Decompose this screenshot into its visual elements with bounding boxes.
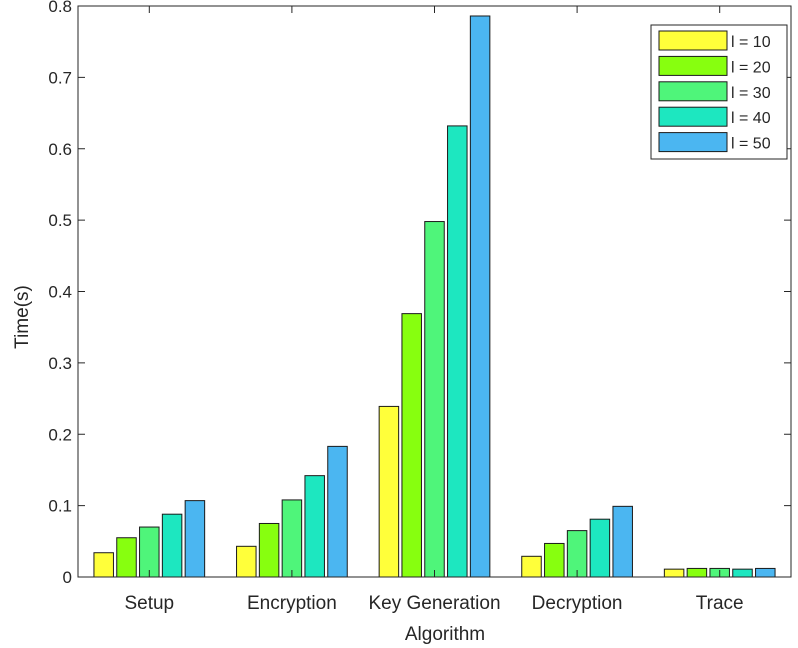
bar-key-generation-3: [424, 221, 445, 578]
bar-setup-1: [93, 552, 114, 578]
legend-label-3: l = 30: [731, 85, 771, 102]
bar-setup-2: [116, 537, 137, 578]
bar-key-generation-1: [378, 405, 400, 578]
x-tick-label: Encryption: [247, 593, 337, 614]
bar-setup-4: [161, 513, 183, 578]
bar-trace-5: [755, 567, 776, 578]
y-tick-label: 0.1: [48, 497, 72, 516]
bar-decryption-5: [612, 505, 633, 578]
legend-swatch-4: [658, 106, 728, 127]
y-tick-label: 0.8: [48, 0, 72, 16]
x-tick-label: Key Generation: [368, 593, 500, 614]
bar-setup-3: [139, 526, 160, 578]
bar-encryption-5: [327, 445, 348, 578]
y-tick-label: 0.5: [48, 211, 72, 230]
bar-decryption-4: [589, 518, 611, 578]
axes-layer: 0 0.1 0.2 0.3 0.4 0.5 0.6 0.7 0.8 Setup Encryption…: [48, 0, 792, 614]
bars-layer: [93, 15, 776, 578]
x-tick-label: Decryption: [532, 593, 623, 614]
x-axis-label: Algorithm: [405, 624, 485, 645]
y-tick-label: 0.7: [48, 68, 72, 87]
bar-encryption-2: [258, 522, 280, 578]
bar-trace-1: [663, 568, 685, 578]
legend-label-4: l = 40: [731, 110, 771, 127]
bar-decryption-2: [544, 542, 565, 578]
bar-trace-4: [732, 568, 753, 578]
legend-label-5: l = 50: [731, 136, 771, 153]
legend-swatch-5: [658, 132, 728, 153]
bar-trace-2: [686, 567, 708, 578]
bar-encryption-4: [304, 475, 325, 578]
legend-label-2: l = 20: [731, 59, 771, 76]
y-axis-label: Time(s): [12, 285, 33, 349]
legend-label-1: l = 10: [731, 34, 771, 51]
x-tick-label: Trace: [696, 593, 744, 614]
bar-key-generation-5: [469, 15, 491, 578]
bar-key-generation-2: [401, 313, 422, 578]
legend-swatch-3: [658, 81, 728, 102]
bar-encryption-1: [236, 545, 257, 578]
x-tick-label: Setup: [124, 593, 174, 614]
y-tick-label: 0.4: [48, 283, 72, 302]
legend-swatch-2: [658, 55, 728, 76]
bar-encryption-3: [281, 499, 303, 578]
y-tick-label: 0: [63, 568, 72, 587]
bar-decryption-1: [521, 555, 542, 578]
y-tick-label: 0.2: [48, 425, 72, 444]
y-tick-label: 0.6: [48, 140, 72, 159]
bar-setup-5: [184, 500, 206, 578]
bar-key-generation-4: [447, 125, 468, 578]
y-tick-label: 0.3: [48, 354, 72, 373]
legend: l = 10 l = 20 l = 30 l = 40 l = 50: [650, 24, 788, 160]
legend-swatch-1: [658, 30, 728, 51]
